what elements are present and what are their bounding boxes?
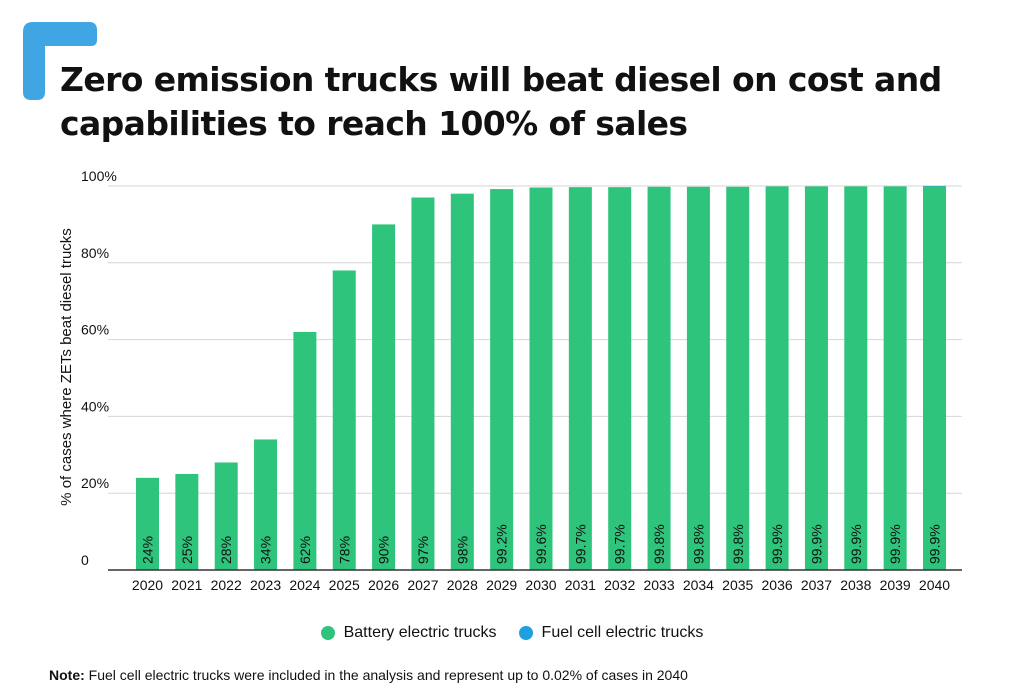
x-tick-label: 2032 — [604, 577, 635, 593]
axes: 0 20% 40% 60% 80% 100% 2020 2021 2022 2023 2024 202… — [81, 168, 962, 593]
battery-swatch-icon — [320, 626, 335, 640]
note-text: Fuel cell electric trucks were included … — [88, 667, 688, 683]
bar-battery — [372, 224, 396, 570]
bar-battery — [804, 186, 828, 570]
bar-battery — [529, 187, 553, 570]
data-labels: 24% 25% 28% 34% 62% 78% 90% 97% 98% 99.2% 99.6% 99.… — [140, 524, 943, 564]
legend-item-fuel-cell: Fuel cell electric trucks — [518, 624, 704, 642]
legend-label-battery: Battery electric trucks — [343, 624, 497, 641]
x-tick-label: 2026 — [368, 577, 399, 593]
bar-chart: 24% 25% 28% 34% 62% 78% 90% 97% 98% 99.2% 99.6% 99.… — [58, 168, 962, 593]
bar-battery — [765, 186, 789, 570]
bar-data-label: 99.6% — [533, 524, 549, 564]
bar-data-label: 99.9% — [848, 524, 864, 564]
bar-battery — [608, 187, 632, 571]
bar-battery — [844, 186, 868, 570]
bar-data-label: 24% — [140, 536, 156, 564]
bar-battery — [490, 189, 514, 570]
bar-data-label: 99.8% — [651, 524, 667, 564]
x-tick-label: 2024 — [289, 577, 320, 593]
legend: Battery electric trucks Fuel cell electr… — [0, 624, 1024, 642]
y-tick-label: 100% — [81, 168, 117, 184]
bar-battery — [647, 186, 671, 570]
bar-data-label: 99.2% — [494, 524, 510, 564]
bar-data-label: 34% — [258, 536, 274, 564]
bar-battery — [136, 477, 159, 570]
x-tick-label: 2031 — [565, 577, 596, 593]
y-axis-label: % of cases where ZETs beat diesel trucks — [58, 228, 75, 506]
note-label: Note: — [49, 667, 85, 683]
bars — [136, 185, 946, 571]
bar-battery — [883, 186, 907, 570]
x-tick-label: 2020 — [132, 577, 163, 593]
x-tick-label: 2029 — [486, 577, 517, 593]
bar-data-label: 97% — [415, 536, 431, 564]
chart-title: Zero emission trucks will beat diesel on… — [60, 60, 942, 143]
corner-accent-mark — [23, 22, 97, 100]
bar-data-label: 28% — [218, 536, 234, 564]
bar-battery — [411, 197, 435, 570]
x-tick-label: 2025 — [329, 577, 360, 593]
bar-battery — [254, 439, 278, 570]
bar-battery — [293, 331, 317, 570]
bar-data-label: 99.9% — [808, 524, 824, 564]
y-tick-label: 40% — [81, 398, 109, 414]
bar-data-label: 90% — [376, 536, 392, 564]
footnote: Note: Fuel cell electric trucks were inc… — [49, 667, 688, 683]
x-tick-label: 2035 — [722, 577, 753, 593]
bar-data-label: 99.7% — [572, 524, 588, 564]
fuel-cell-swatch-icon — [518, 626, 533, 640]
bar-data-label: 99.9% — [927, 524, 943, 564]
bar-data-label: 62% — [297, 536, 313, 564]
y-tick-label: 20% — [81, 475, 109, 491]
bar-data-label: 99.9% — [887, 524, 903, 564]
y-tick-label: 0 — [81, 552, 89, 568]
x-tick-label: 2030 — [525, 577, 556, 593]
x-tick-label: 2038 — [840, 577, 871, 593]
x-tick-label: 2034 — [683, 577, 714, 593]
x-tick-label: 2033 — [643, 577, 674, 593]
x-tick-label: 2027 — [407, 577, 438, 593]
bar-data-label: 78% — [336, 536, 352, 564]
bar-battery — [686, 186, 710, 570]
x-tick-label: 2028 — [447, 577, 478, 593]
y-tick-label: 80% — [81, 245, 109, 261]
x-tick-label: 2021 — [171, 577, 202, 593]
bar-battery — [175, 474, 199, 570]
bar-data-label: 99.9% — [769, 524, 785, 564]
bar-battery — [450, 193, 474, 570]
x-tick-label: 2023 — [250, 577, 281, 593]
bar-data-label: 98% — [454, 536, 470, 564]
x-tick-label: 2040 — [919, 577, 950, 593]
bar-battery — [568, 187, 592, 571]
x-tick-label: 2039 — [880, 577, 911, 593]
bar-data-label: 99.7% — [612, 524, 628, 564]
x-tick-label: 2022 — [211, 577, 242, 593]
bar-data-label: 25% — [179, 536, 195, 564]
bar-battery — [726, 186, 750, 570]
y-tick-label: 60% — [81, 322, 109, 338]
bar-data-label: 99.8% — [730, 524, 746, 564]
bar-data-label: 99.8% — [690, 524, 706, 564]
x-tick-label: 2036 — [762, 577, 793, 593]
bar-fuel-cell — [923, 185, 946, 187]
bar-battery — [923, 186, 946, 570]
bar-battery — [332, 270, 356, 570]
legend-item-battery: Battery electric trucks — [320, 624, 497, 642]
x-tick-label: 2037 — [801, 577, 832, 593]
legend-label-fuel-cell: Fuel cell electric trucks — [541, 624, 704, 641]
bar-battery — [214, 462, 238, 570]
